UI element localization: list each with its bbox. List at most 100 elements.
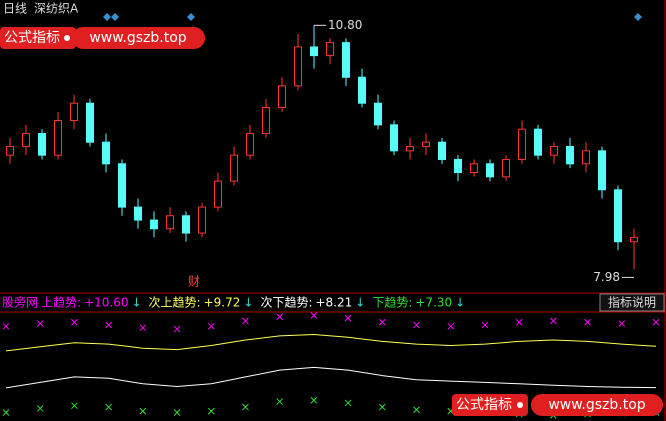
cross-marker	[481, 321, 489, 329]
candle-body	[534, 128, 542, 156]
legend-arrow: ↓	[455, 296, 465, 310]
legend-name: 下趋势:	[372, 296, 412, 310]
cross-marker	[652, 318, 660, 326]
candle-body	[502, 158, 510, 178]
watermark-pill	[72, 27, 205, 49]
cross-marker	[344, 314, 352, 322]
watermark-title: 公式指标	[456, 397, 512, 413]
candle-body	[374, 102, 382, 126]
candle-body	[294, 46, 302, 87]
candle-body	[166, 215, 174, 230]
candle-body	[38, 133, 46, 156]
candle-body	[438, 141, 446, 160]
cross-marker	[139, 324, 147, 332]
candle-body	[102, 141, 110, 165]
legend-value: +8.21	[315, 296, 352, 310]
cross-marker	[36, 320, 44, 327]
watermark-box	[0, 27, 76, 49]
indicator-title: 股旁网	[2, 295, 38, 310]
watermark-url: www.gszb.top	[548, 397, 645, 413]
cross-marker	[447, 322, 455, 330]
legend-arrow: ↓	[355, 296, 365, 310]
candle-body	[198, 206, 206, 234]
cross-marker	[71, 318, 78, 326]
candle-body	[454, 158, 462, 173]
cross-marker	[173, 409, 181, 416]
candle-body	[406, 146, 414, 152]
cross-marker	[139, 407, 147, 415]
cross-marker	[276, 398, 284, 405]
cross-marker	[344, 399, 352, 407]
candle-body	[86, 102, 94, 143]
cross-marker	[550, 317, 557, 325]
legend-arrow: ↓	[131, 296, 141, 310]
candle-body	[6, 146, 14, 156]
candle-body	[134, 206, 142, 221]
cross-marker	[105, 403, 112, 411]
cross-marker	[310, 312, 318, 319]
legend-value: +7.30	[415, 296, 452, 310]
cross-marker	[378, 403, 386, 411]
candle-body	[518, 128, 526, 160]
cross-marker	[515, 318, 523, 326]
candle-body	[70, 102, 78, 122]
candle-body	[598, 150, 606, 191]
trend-line	[5, 333, 657, 352]
candle-body	[390, 124, 398, 152]
candle-body	[278, 85, 286, 109]
cross-marker	[173, 325, 181, 333]
cross-marker	[413, 321, 420, 329]
cross-marker	[310, 396, 318, 404]
watermark-url: www.gszb.top	[89, 30, 186, 46]
legend-name: 次下趋势:	[260, 296, 312, 310]
candle-body	[614, 189, 622, 243]
cross-marker	[105, 321, 112, 329]
cross-marker	[413, 406, 420, 414]
cross-marker	[71, 402, 78, 410]
candle-body	[262, 107, 270, 135]
candle-body	[118, 163, 126, 208]
indicator-help-button[interactable]	[599, 293, 665, 312]
legend-name: 次上趋势:	[149, 296, 201, 310]
candle-body	[470, 163, 478, 173]
trend-line	[5, 366, 657, 389]
cross-marker	[2, 409, 10, 416]
cross-marker	[207, 407, 215, 415]
watermark-pill	[531, 394, 663, 416]
candle-body	[422, 141, 430, 147]
cross-marker	[2, 322, 10, 330]
cross-marker	[378, 318, 386, 326]
high-label: 10.80	[328, 18, 362, 32]
cross-marker	[276, 313, 284, 321]
cross-marker	[36, 405, 44, 412]
indicator-help-label[interactable]: 指标说明	[608, 295, 656, 310]
candle-body	[358, 76, 366, 104]
candle-body	[550, 146, 558, 156]
watermark-dot	[64, 35, 70, 41]
candle-body	[214, 180, 222, 208]
candle-body	[310, 46, 318, 57]
candle-body	[246, 133, 254, 156]
watermark-box	[452, 394, 528, 416]
legend-value: +9.72	[204, 296, 241, 310]
candle-body	[150, 219, 158, 230]
candle-body	[326, 42, 334, 57]
watermark-dot	[517, 402, 523, 408]
low-label: 7.98	[593, 270, 620, 284]
stock-name: 深纺织A	[34, 2, 79, 16]
legend-value: +10.60	[84, 296, 128, 310]
event-marker: 财	[188, 275, 200, 289]
period: 日线	[3, 2, 27, 16]
candle-body	[486, 163, 494, 178]
cross-marker	[242, 403, 249, 411]
watermark-title: 公式指标	[4, 30, 60, 46]
candle-body	[630, 236, 638, 243]
legend-name: 上趋势:	[41, 296, 81, 310]
cross-marker	[584, 318, 591, 326]
candle-body	[230, 154, 238, 182]
candle-body	[566, 146, 574, 165]
candle-body	[582, 150, 590, 165]
cross-marker	[242, 317, 249, 325]
candle-body	[22, 133, 30, 147]
